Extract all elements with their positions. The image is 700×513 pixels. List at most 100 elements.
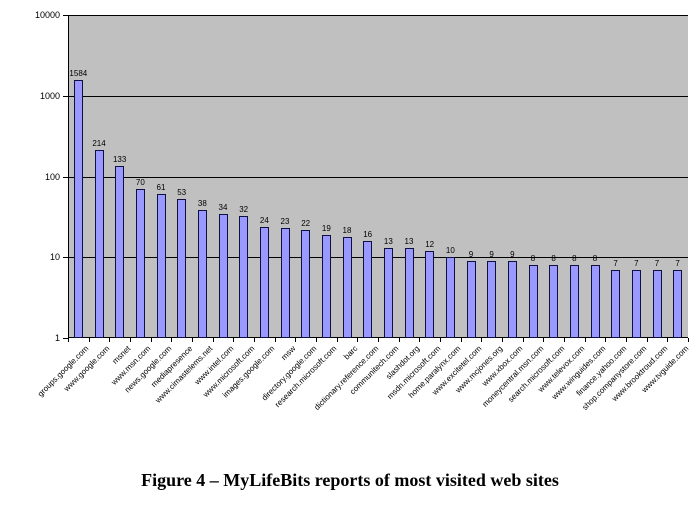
gridline	[68, 95, 688, 97]
x-axis-tick	[336, 338, 338, 342]
bar	[507, 260, 517, 338]
y-axis-tick	[63, 15, 68, 16]
x-axis-tick	[192, 338, 193, 342]
bar	[611, 269, 621, 338]
bar-value-label: 9	[510, 249, 515, 259]
bar-value-label: 8	[592, 254, 598, 264]
bar	[445, 257, 455, 338]
bar-value-label: 16	[363, 229, 373, 239]
x-axis-tick	[419, 338, 421, 342]
x-axis-tick	[564, 338, 565, 342]
bar-value-label: 12	[425, 239, 435, 249]
bar-value-label: 38	[197, 199, 207, 209]
x-axis-tick	[667, 338, 669, 342]
bar-value-label: 70	[135, 178, 145, 187]
x-axis-tick	[109, 338, 111, 342]
bar	[404, 248, 414, 338]
bar	[321, 234, 331, 338]
x-axis-tick	[316, 338, 317, 342]
bar	[549, 265, 559, 338]
bar	[569, 265, 579, 338]
x-axis-tick	[254, 338, 255, 342]
y-axis-tick	[63, 95, 68, 97]
x-axis-tick	[357, 338, 359, 342]
bar-value-label: 7	[634, 258, 639, 268]
bar-value-label: 19	[321, 223, 331, 233]
x-axis-tick	[543, 338, 545, 342]
bar	[425, 250, 435, 338]
x-axis-tick	[295, 338, 297, 342]
bar-value-label: 1584	[69, 68, 88, 78]
y-tick-label: 1	[54, 333, 60, 343]
bar	[673, 269, 683, 338]
bar-value-label: 34	[218, 203, 228, 213]
figure-caption: Figure 4 – MyLifeBits reports of most vi…	[141, 470, 559, 490]
x-axis-tick	[398, 338, 400, 342]
bar	[177, 198, 187, 338]
x-axis-tick	[233, 338, 235, 342]
bar	[528, 265, 538, 338]
bar	[73, 79, 83, 338]
bar	[466, 260, 476, 338]
x-axis-tick	[584, 338, 586, 342]
bar	[115, 166, 125, 338]
bar	[363, 240, 373, 338]
bar	[239, 216, 249, 338]
bar-value-label: 9	[489, 249, 494, 259]
bar	[383, 248, 393, 338]
x-axis-tick	[605, 338, 607, 342]
bar-value-label: 8	[530, 254, 536, 264]
gridline	[68, 257, 688, 259]
bar	[342, 236, 352, 338]
bar-value-label: 7	[613, 258, 618, 268]
x-axis-tick	[522, 338, 524, 342]
y-tick-label: 10000	[34, 10, 60, 20]
x-axis-tick	[502, 338, 503, 342]
y-tick-label: 10	[49, 252, 60, 263]
x-axis-tick	[378, 338, 379, 342]
x-axis-tick	[626, 338, 627, 342]
x-axis-tick	[440, 338, 441, 342]
bar-value-label: 61	[156, 182, 166, 192]
bar	[301, 229, 311, 338]
bar-value-label: 7	[675, 258, 680, 268]
bar	[94, 149, 104, 338]
bar	[487, 260, 497, 338]
y-axis-tick	[63, 338, 68, 339]
bar-value-label: 24	[259, 215, 269, 225]
bar-value-label: 22	[301, 218, 311, 228]
y-tick-label: 100	[44, 171, 60, 182]
x-axis-tick	[88, 338, 90, 342]
y-axis-tick	[63, 176, 68, 178]
bar-value-label: 214	[92, 138, 106, 148]
bar	[280, 228, 290, 338]
x-axis-tick	[212, 338, 214, 342]
x-axis-tick	[481, 338, 483, 342]
x-axis-tick	[150, 338, 152, 342]
bar-value-label: 10	[445, 246, 455, 256]
bar-value-label: 7	[654, 258, 660, 268]
x-axis-tick	[460, 338, 462, 342]
y-tick-label: 1000	[39, 90, 60, 101]
gridline	[68, 15, 688, 16]
bar-value-label: 53	[177, 187, 187, 197]
x-axis-tick	[688, 338, 689, 342]
bar-value-label: 32	[239, 205, 249, 215]
x-axis-tick	[171, 338, 173, 342]
bar	[631, 269, 641, 338]
bar-value-label: 133	[112, 155, 127, 165]
bar	[259, 226, 269, 338]
bar-value-label: 23	[280, 217, 290, 227]
x-axis-tick	[646, 338, 648, 342]
bar-value-label: 13	[383, 237, 393, 247]
bar-value-label: 8	[572, 254, 577, 264]
bar	[135, 189, 145, 338]
bar-value-label: 9	[468, 249, 474, 259]
bar	[156, 193, 166, 338]
bar-value-label: 18	[342, 225, 352, 235]
bar-value-label: 13	[404, 237, 414, 247]
bar	[590, 265, 600, 338]
gridline	[68, 176, 688, 178]
bar	[218, 214, 228, 338]
